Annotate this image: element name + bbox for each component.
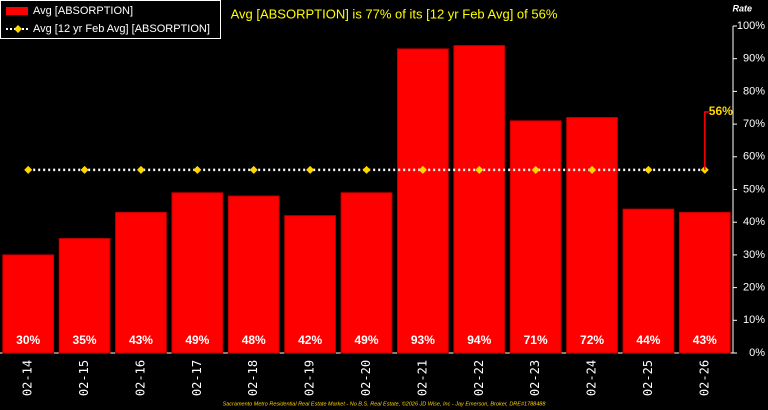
avg-marker [80,165,89,174]
bar [340,192,393,354]
avg-marker [362,165,371,174]
bar [284,215,336,354]
chart-title: Avg [ABSORPTION] is 77% of its [12 yr Fe… [231,6,558,21]
data-label: 42% [298,333,322,347]
data-label: 72% [580,333,604,347]
avg-marker [136,165,145,174]
x-tick-label: 02-22 [472,360,486,396]
avg-marker [531,165,540,174]
bar [171,192,224,354]
avg-marker [588,165,597,174]
bar [453,45,506,354]
bar [227,195,280,354]
bar [622,208,675,354]
avg-marker [306,165,315,174]
avg-marker [475,165,484,174]
legend-swatch-marker [14,25,22,33]
y-tick-label: 40% [743,216,765,228]
y-tick-label: 60% [743,151,765,163]
y-tick-label: 10% [743,314,765,326]
bar [678,211,731,354]
annotation: 56% [709,104,733,118]
bar [58,238,111,354]
avg-marker [24,165,33,174]
y-tick-label: 70% [743,118,765,130]
x-tick-label: 02-23 [528,360,542,396]
avg-marker [418,165,427,174]
data-label: 44% [636,333,660,347]
x-tick-label: 02-15 [77,360,91,396]
data-label: 93% [411,333,435,347]
footer: Sacramento Metro Residential Real Estate… [223,400,547,407]
y-tick-label: 50% [743,183,765,195]
data-label: 49% [354,333,378,347]
bar [2,254,55,354]
data-label: 49% [185,333,209,347]
y-tick-label: 80% [743,85,765,97]
x-tick-label: 02-24 [585,360,599,396]
y-tick-label: 90% [743,53,765,65]
legend [0,0,221,39]
data-label: 35% [73,333,97,347]
bar [397,48,449,354]
legend-label: Avg [ABSORPTION] [33,5,133,17]
x-tick-label: 02-26 [697,360,711,396]
y-axis-label: Rate [732,3,752,13]
legend-label: Avg [12 yr Feb Avg] [ABSORPTION] [33,23,210,35]
bar [566,117,618,354]
bar [509,120,562,354]
data-label: 48% [242,333,266,347]
x-tick-label: 02-17 [190,360,204,396]
x-tick-label: 02-19 [303,360,317,396]
bar [115,211,167,354]
annotation-line [704,111,709,170]
x-tick-label: 02-21 [415,360,429,396]
data-label: 30% [16,333,40,347]
legend-box [0,0,221,39]
data-label: 71% [524,333,548,347]
y-tick-label: 0% [749,347,765,359]
data-label: 43% [693,333,717,347]
y-tick-label: 20% [743,282,765,294]
y-tick-label: 30% [743,249,765,261]
x-tick-label: 02-14 [21,360,35,396]
y-tick-label: 100% [737,20,765,32]
avg-marker [193,165,202,174]
data-label: 43% [129,333,153,347]
x-tick-label: 02-18 [246,360,260,396]
x-tick-label: 02-25 [641,360,655,396]
legend-swatch [6,7,28,15]
x-tick-label: 02-16 [133,360,147,396]
avg-marker [249,165,258,174]
data-label: 94% [467,333,491,347]
avg-marker [644,165,653,174]
x-tick-label: 02-20 [359,360,373,396]
